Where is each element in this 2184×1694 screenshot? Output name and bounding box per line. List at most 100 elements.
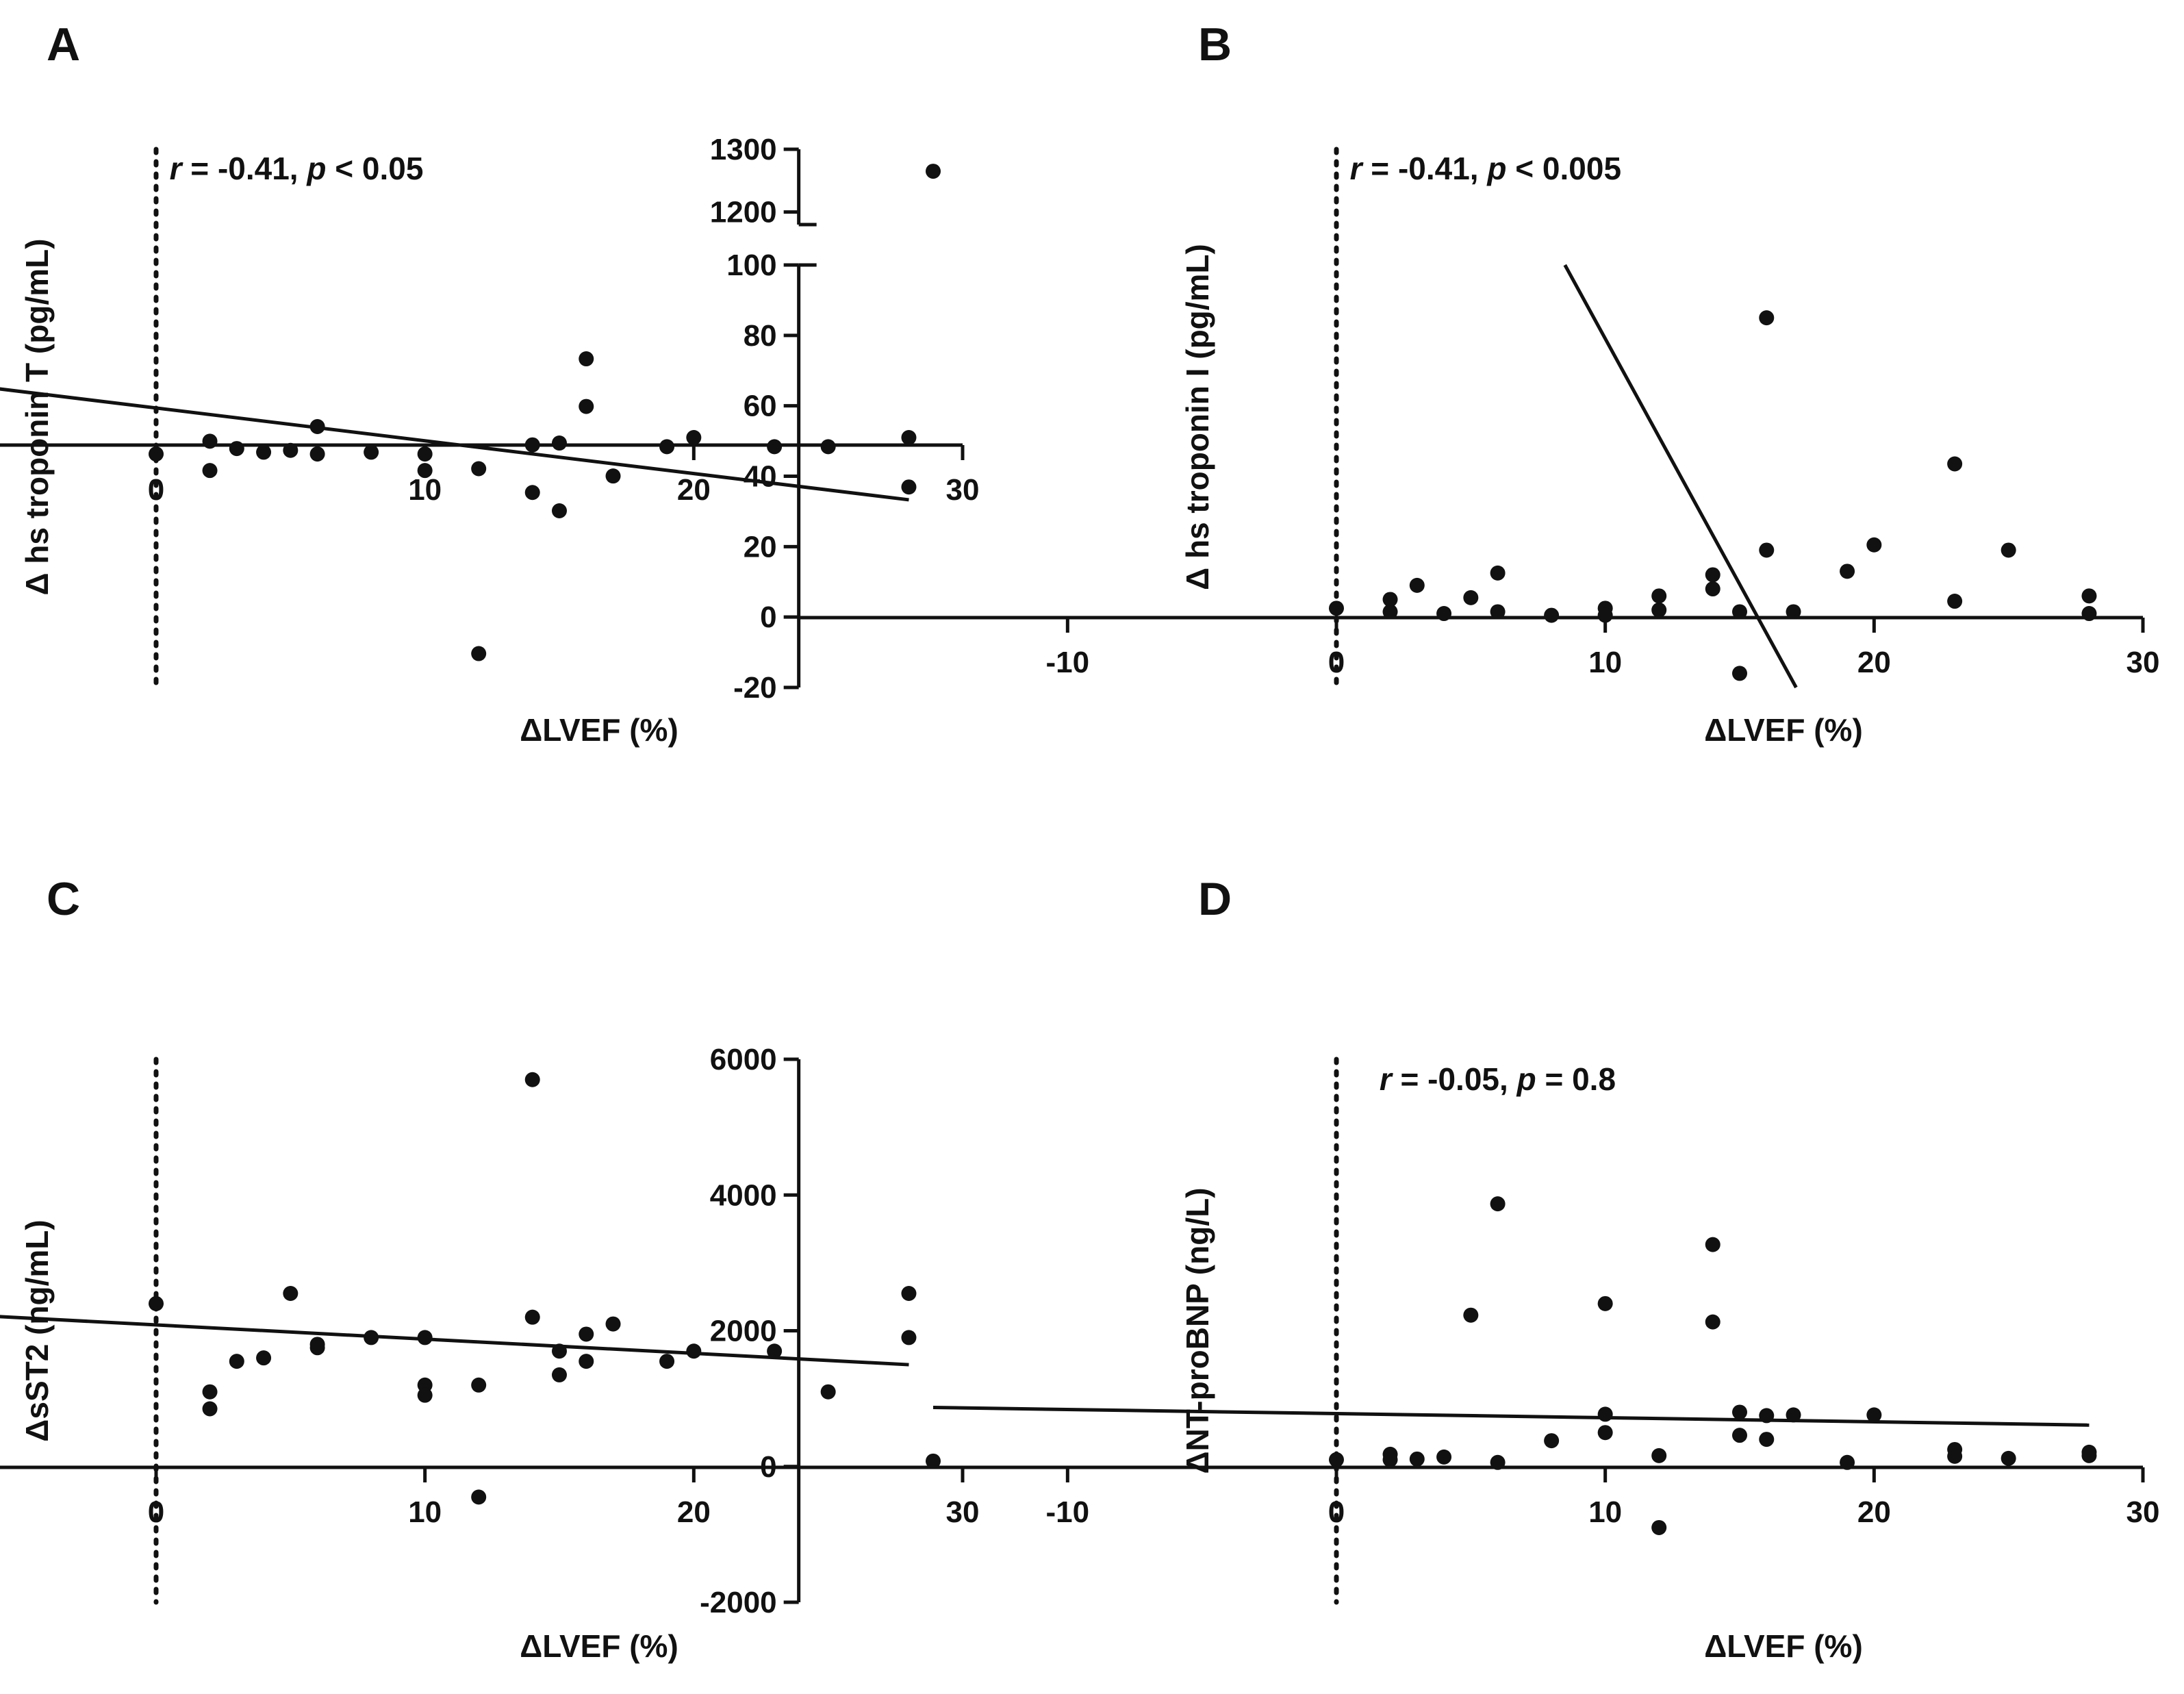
y-tick-label: 20 [744, 530, 777, 564]
data-point [1490, 1454, 1506, 1470]
data-point [1732, 666, 1747, 681]
data-point [1947, 1448, 1963, 1464]
panel-letter: B [1198, 18, 1232, 71]
data-point [364, 444, 379, 460]
y-axis-title: Δ hs troponin T (pg/mL) [19, 238, 55, 595]
data-point [1651, 588, 1667, 604]
data-point [1382, 1452, 1398, 1467]
regression-line [0, 387, 909, 502]
data-point [1436, 1449, 1452, 1465]
data-point [552, 503, 567, 518]
data-point [1382, 604, 1398, 620]
data-point [1759, 1432, 1775, 1448]
data-point [1490, 604, 1506, 620]
data-point [767, 1343, 783, 1359]
data-point [820, 439, 836, 455]
x-tick-label: 20 [677, 1495, 711, 1529]
x-tick-label: 10 [1588, 646, 1622, 679]
data-point [1705, 567, 1720, 583]
data-point [256, 444, 272, 460]
data-point [1651, 1519, 1667, 1535]
y-tick-label: 100 [726, 249, 776, 282]
stat-annotation: r = -0.41, p < 0.05 [170, 151, 424, 186]
data-point [202, 433, 218, 449]
data-point [1840, 1454, 1855, 1470]
y-tick-label: 60 [744, 390, 777, 423]
data-point [1705, 1314, 1720, 1330]
data-point [149, 446, 164, 462]
data-point [1597, 1295, 1613, 1311]
data-point [1866, 1407, 1882, 1423]
data-point [1705, 1237, 1720, 1252]
data-point [2001, 542, 2016, 558]
data-point [579, 399, 594, 414]
x-tick-label: 20 [1857, 646, 1891, 679]
data-point [309, 418, 325, 434]
regression-line [0, 1315, 909, 1367]
data-point [1759, 310, 1775, 326]
data-point [1597, 607, 1613, 623]
data-point [820, 1384, 836, 1400]
data-point [309, 1340, 325, 1356]
data-point [1840, 564, 1855, 579]
data-point [417, 1387, 433, 1403]
data-point [767, 439, 783, 455]
data-point [309, 446, 325, 462]
x-tick-label: 10 [1588, 1495, 1622, 1529]
y-tick-label: -20 [733, 671, 777, 705]
data-point [1597, 1406, 1613, 1422]
data-point [552, 435, 567, 451]
x-tick-label: -10 [1046, 1495, 1090, 1529]
x-tick-label: 10 [408, 1495, 442, 1529]
data-point [579, 1354, 594, 1369]
regression-line [932, 1406, 2090, 1427]
y-tick-label: 0 [760, 601, 776, 634]
data-point [524, 1309, 540, 1325]
data-point [417, 463, 433, 479]
data-point [1651, 602, 1667, 618]
data-point [1759, 1408, 1775, 1424]
data-point [926, 1453, 941, 1469]
data-point [2081, 588, 2097, 604]
x-tick-label: 0 [1328, 1495, 1345, 1529]
y-tick-label: 1200 [710, 196, 777, 229]
data-point [901, 430, 917, 446]
data-point [256, 1350, 272, 1366]
data-point [202, 463, 218, 479]
data-point [229, 1354, 244, 1369]
y-tick-label: 1300 [710, 133, 777, 166]
data-point [659, 1354, 675, 1369]
data-point [1947, 456, 1963, 472]
data-point [471, 646, 487, 661]
stat-annotation: r = -0.05, p = 0.8 [1380, 1061, 1616, 1097]
data-point [901, 1285, 917, 1301]
y-tick-label: 6000 [710, 1043, 777, 1076]
data-point [2001, 1450, 2016, 1466]
regression-line [1563, 264, 1798, 689]
data-point [417, 1330, 433, 1345]
y-tick-label: 2000 [710, 1315, 777, 1348]
panel-letter: D [1198, 873, 1232, 925]
data-point [2081, 1448, 2097, 1463]
x-tick-label: -10 [1046, 646, 1090, 679]
data-point [1544, 1433, 1560, 1449]
data-point [524, 485, 540, 501]
data-point [1732, 1428, 1747, 1443]
data-point [901, 479, 917, 495]
data-point [579, 351, 594, 367]
data-point [1732, 1404, 1747, 1420]
x-tick-label: 30 [2126, 646, 2160, 679]
data-point [149, 1295, 164, 1311]
data-point [579, 1326, 594, 1342]
data-point [1759, 542, 1775, 558]
data-point [524, 1072, 540, 1087]
data-point [659, 439, 675, 455]
y-axis-title: ΔsST2 (ng/mL) [19, 1219, 55, 1441]
data-point [471, 1489, 487, 1505]
data-point [524, 437, 540, 453]
data-point [417, 446, 433, 462]
data-point [2081, 606, 2097, 622]
data-point [1947, 594, 1963, 609]
